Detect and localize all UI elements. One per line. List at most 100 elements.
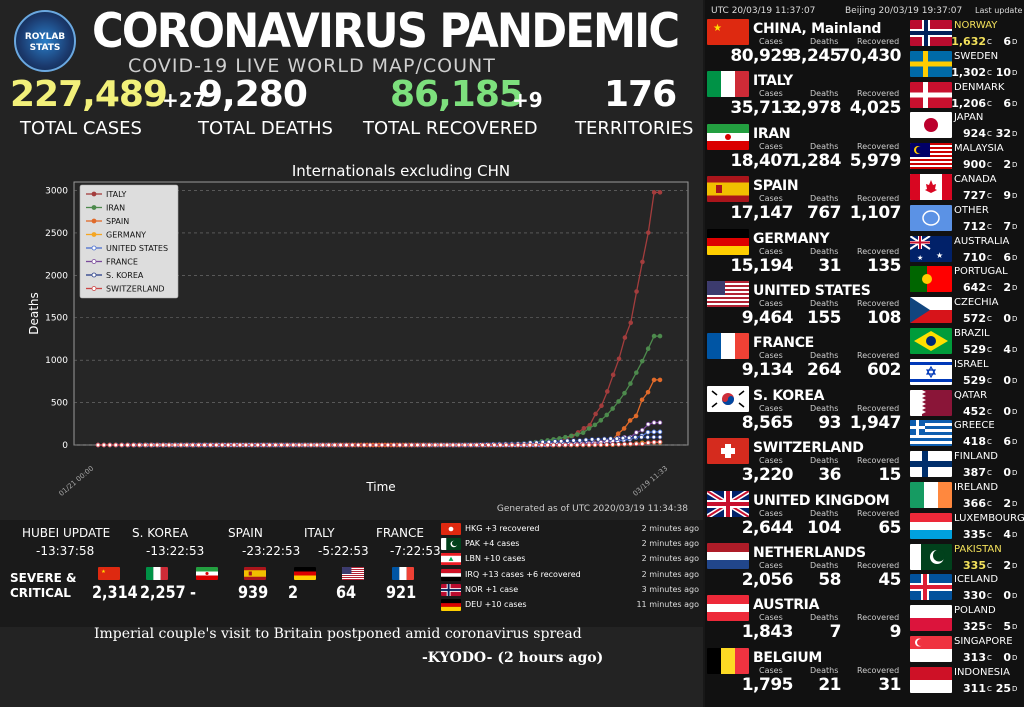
country-row[interactable]: UNITED STATES Cases Deaths Recovered 9,464 15… [705,280,905,332]
data-point [616,442,621,447]
small-country-row[interactable]: ICELAND 330 C 0 D [908,572,1024,602]
country-deaths: 93 [818,412,841,433]
country-row[interactable]: IRAN Cases Deaths Recovered 18,407 1,284 5,979 [705,123,905,175]
data-point [610,442,615,447]
small-country-name: AUSTRALIA [954,235,1010,247]
small-country-row[interactable]: QATAR 452 C 0 D [908,388,1024,418]
country-row[interactable]: ★ CHINA, Mainland Cases Deaths Recovered 80,9… [705,18,905,70]
news-item[interactable]: PAK +4 cases 2 minutes ago [441,537,699,552]
small-country-row[interactable]: POLAND 325 C 5 D [908,603,1024,633]
news-item[interactable]: NOR +1 case 3 minutes ago [441,583,699,598]
data-point [190,442,195,448]
small-country-cases: 366 [963,497,986,510]
last-update-label: Last update [975,6,1023,15]
small-country-row[interactable]: BRAZIL 529 C 4 D [908,326,1024,356]
stat-value: 176 [604,74,677,115]
small-country-row[interactable]: SWEDEN 1,302 C 10 D [908,49,1024,79]
country-row[interactable]: SPAIN Cases Deaths Recovered 17,147 767 1,107 [705,175,905,227]
small-country-row[interactable]: DENMARK 1,206 C 6 D [908,80,1024,110]
country-row[interactable]: AUSTRIA Cases Deaths Recovered 1,843 7 9 [705,594,905,646]
country-row[interactable]: BELGIUM Cases Deaths Recovered 1,795 21 31 [705,647,905,699]
data-point [397,442,403,448]
small-country-row[interactable]: ★ ★ AUSTRALIA 710 C 6 D [908,234,1024,264]
small-country-cases: 418 [963,435,986,449]
small-country-name: DENMARK [954,81,1005,93]
news-item[interactable]: HKG +3 recovered 2 minutes ago [441,522,699,537]
news-text: LBN +10 cases [465,554,526,564]
small-country-flag-brazil [910,328,952,354]
country-row[interactable]: S. KOREA Cases Deaths Recovered 8,565 93 1,947 [705,385,905,437]
small-country-row[interactable]: IRELAND 366 C 2 D [908,480,1024,510]
small-country-row[interactable]: OTHER 712 C 7 D [908,203,1024,233]
country-row[interactable]: NETHERLANDS Cases Deaths Recovered 2,056 58 45 [705,542,905,594]
country-recovered: 135 [867,255,902,276]
data-point [545,442,550,448]
country-cases: 2,056 [741,570,794,590]
small-country-d-unit: D [1012,438,1018,447]
country-row[interactable]: UNITED KINGDOM Cases Deaths Recovered 2,644 1… [705,490,905,542]
news-item[interactable]: IRQ +13 cases +6 recovered 2 minutes ago [441,568,699,583]
small-country-flag-norway [910,20,952,46]
data-point [492,442,497,448]
small-country-c-unit: C [987,68,992,77]
news-time: 2 minutes ago [641,554,699,564]
small-country-row[interactable]: PAKISTAN 335 C 2 D [908,542,1024,572]
data-point [267,442,272,448]
news-item[interactable]: DEU +10 cases 11 minutes ago [441,598,699,613]
small-country-row[interactable]: LUXEMBOURG 335 C 4 D [908,511,1024,541]
small-country-row[interactable]: MALAYSIA 900 C 2 D [908,141,1024,171]
small-country-c-unit: C [987,315,992,324]
severe-flag-spain [244,567,266,580]
data-point [574,442,580,448]
small-country-row[interactable]: FINLAND 387 C 0 D [908,449,1024,479]
news-flag-hongkong [441,523,461,535]
generated-timestamp: Generated as of UTC 2020/03/19 11:34:38 [497,504,688,514]
small-country-row[interactable]: INDONESIA 311 C 25 D [908,665,1024,695]
small-country-deaths: 0 [1003,373,1011,387]
small-country-deaths: 2 [1003,281,1011,295]
country-name: FRANCE [753,335,814,352]
country-row[interactable]: GERMANY Cases Deaths Recovered 15,194 31 135 [705,228,905,280]
deaths-label: Deaths [810,89,839,99]
small-country-row[interactable]: ISRAEL 529 C 0 D [908,357,1024,387]
country-row[interactable]: SWITZERLAND Cases Deaths Recovered 3,220 36 15 [705,437,905,489]
small-country-d-unit: D [1012,530,1018,539]
small-country-row[interactable]: JAPAN 924 C 32 D [908,110,1024,140]
country-recovered: 65 [878,517,901,538]
headline[interactable]: Imperial couple's visit to Britain postp… [94,626,582,642]
small-country-cases: 452 [963,404,986,418]
small-country-row[interactable]: GREECE 418 C 6 D [908,418,1024,448]
country-flag-switzerland [707,438,749,465]
small-country-d-unit: D [1012,500,1018,508]
svg-text:★: ★ [917,254,923,262]
data-point [634,430,639,435]
small-country-row[interactable]: NORWAY 1,632 C 6 D [908,18,1024,48]
news-item[interactable]: LBN +10 cases 2 minutes ago [441,552,699,567]
news-flag-iraq [441,568,461,581]
data-point [403,442,408,448]
small-country-c-unit: C [987,438,992,447]
small-country-row[interactable]: CZECHIA 572 C 0 D [908,295,1024,325]
severe-value: 939 [238,583,269,603]
recovered-label: Recovered [857,299,900,308]
small-country-d-unit: D [1012,192,1018,200]
country-row[interactable]: FRANCE Cases Deaths Recovered 9,134 264 602 [705,332,905,384]
data-point [462,442,468,448]
deaths-label: Deaths [810,37,839,46]
small-country-row[interactable]: SINGAPORE 313 C 0 D [908,634,1024,664]
data-point [604,442,610,447]
small-country-cases: 572 [963,312,986,326]
data-point [616,356,622,362]
small-country-row[interactable]: PORTUGAL 642 C 2 D [908,264,1024,294]
country-row[interactable]: ITALY Cases Deaths Recovered 35,713 2,978 4,02… [705,70,905,122]
data-point [598,418,604,423]
small-country-row[interactable]: CANADA 727 C 9 D [908,172,1024,202]
country-name: IRAN [753,125,791,142]
utc-clock: UTC 20/03/19 11:37:07 [711,6,816,16]
small-country-d-unit: D [1012,623,1018,632]
data-point [640,259,645,265]
small-country-deaths: 6 [1003,35,1011,48]
data-point [657,429,663,435]
right-panel: UTC 20/03/19 11:37:07 Beijing 20/03/19 1… [705,0,1024,707]
small-country-d-unit: D [1012,654,1018,662]
